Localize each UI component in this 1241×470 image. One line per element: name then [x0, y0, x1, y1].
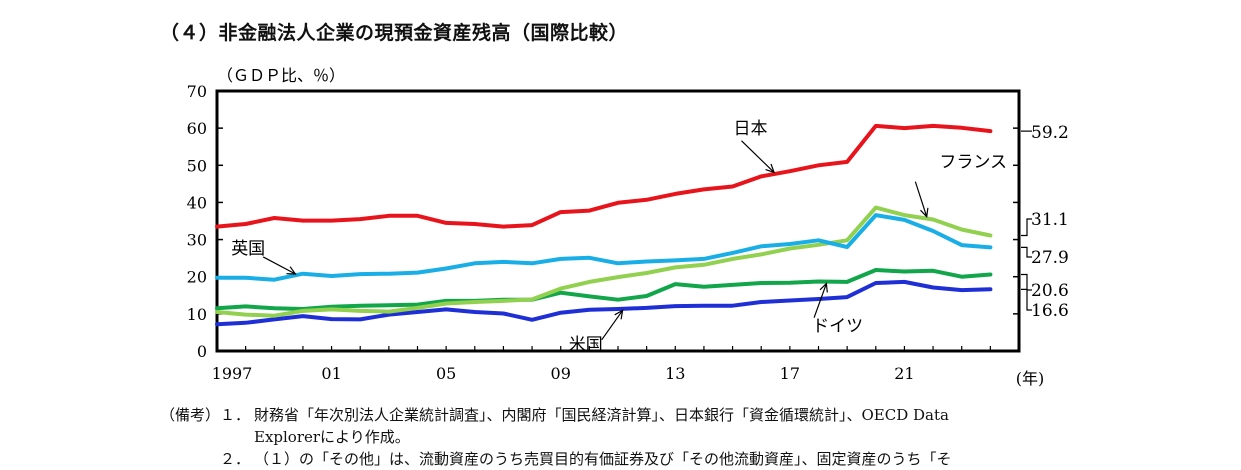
note-continuation: Explorerにより作成。: [254, 428, 410, 446]
chart-end-labels: 59.2 31.1 27.9 20.616.6: [1021, 123, 1069, 321]
y-tick-label: 50: [187, 156, 207, 175]
notes-section: （備考） １． 財務省「年次別法人企業統計調査」、内閣府「国民経済計算」、日本銀…: [160, 404, 952, 470]
line-chart: 0 10 20 30 40 50 60 70 （ＧＤＰ比、％） 1997 01 05 09 13 17 21 (…: [187, 66, 1069, 388]
series-line-4: [215, 279, 993, 327]
y-tick-label: 40: [187, 193, 207, 212]
annotation-arrowhead: [286, 266, 297, 275]
chart-title: （４）非金融法人企業の現預金資産残高（国際比較）: [160, 22, 629, 44]
annotation-label: 英国: [231, 239, 265, 259]
chart-axes: 0 10 20 30 40 50 60 70 （ＧＤＰ比、％） 1997 01 05 09 13 17 21 (…: [187, 66, 1045, 388]
series-line-3: [215, 268, 993, 311]
x-tick-label: 1997: [212, 364, 253, 383]
annotation-arrow: [914, 181, 928, 217]
end-label-leader: [1021, 273, 1032, 291]
x-tick-label: 21: [894, 364, 914, 383]
y-tick-label: 70: [187, 82, 207, 101]
annotation-arrowhead: [614, 309, 624, 320]
end-label-leader: [1021, 218, 1032, 237]
note-number: ２．: [220, 450, 251, 468]
end-value-label: 59.2: [1031, 123, 1069, 143]
series-line-1: [215, 205, 993, 318]
end-value-label: 31.1: [1031, 210, 1069, 230]
annotation-arrow: [741, 140, 775, 173]
note-number: １．: [220, 406, 251, 424]
annotation-label: フランス: [939, 153, 1007, 173]
y-tick-label: 10: [187, 305, 207, 324]
end-label-leader: [1021, 288, 1032, 311]
notes-label: （備考）: [160, 406, 221, 424]
note-text: （１）の「その他」は、流動資産のうち売買目的有価証券及び「その他流動資産」、固定…: [254, 450, 952, 468]
y-tick-label: 0: [197, 342, 207, 361]
x-tick-label: 09: [551, 364, 571, 383]
series-line-0: [215, 123, 993, 229]
annotation-arrowhead: [765, 163, 776, 174]
y-tick-label: 60: [187, 119, 207, 138]
x-tick-label: 05: [436, 364, 456, 383]
series-line-2: [215, 213, 993, 282]
annotation-arrow: [813, 283, 827, 318]
annotation-label: ドイツ: [812, 317, 863, 337]
y-axis-title: （ＧＤＰ比、％）: [217, 66, 345, 85]
y-tick-label: 20: [187, 268, 207, 287]
end-label-leader: [1021, 246, 1032, 258]
annotation-arrowhead: [819, 282, 828, 293]
x-axis-title: (年): [1016, 369, 1045, 388]
x-tick-label: 13: [665, 364, 685, 383]
annotation-label: 日本: [734, 119, 768, 139]
note-row-2: ２． （１）の「その他」は、流動資産のうち売買目的有価証券及び「その他流動資産」…: [160, 448, 952, 470]
x-tick-label: 17: [780, 364, 800, 383]
end-value-label: 27.9: [1031, 248, 1069, 268]
chart-series: [215, 123, 993, 327]
annotation-arrow: [262, 256, 296, 275]
note-text: 財務省「年次別法人企業統計調査」、内閣府「国民経済計算」、日本銀行「資金循環統計…: [254, 406, 949, 424]
annotation-arrowhead: [920, 207, 929, 219]
end-value-label: 20.6: [1031, 281, 1069, 301]
y-tick-label: 30: [187, 231, 207, 250]
end-value-label: 16.6: [1031, 301, 1069, 321]
note-row-1: （備考） １． 財務省「年次別法人企業統計調査」、内閣府「国民経済計算」、日本銀…: [160, 404, 952, 426]
annotation-label: 米国: [569, 335, 603, 355]
annotation-arrow: [601, 310, 624, 341]
x-tick-label: 01: [321, 364, 341, 383]
